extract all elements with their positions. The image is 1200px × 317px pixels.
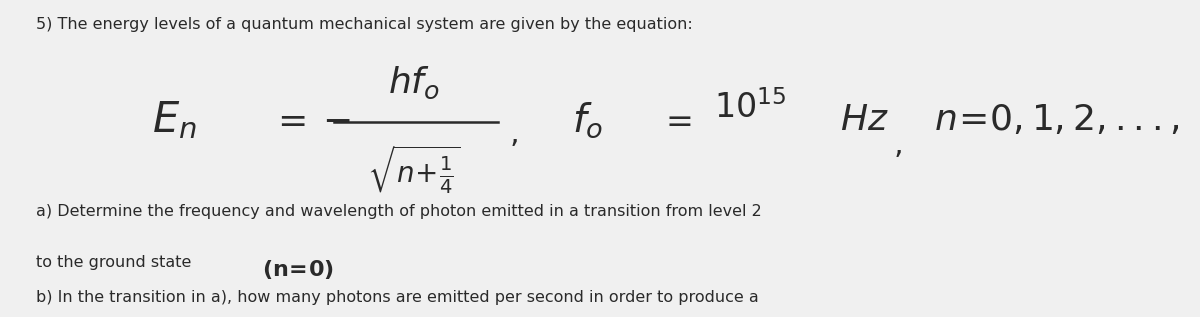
Text: $hf_o$: $hf_o$ xyxy=(388,64,440,100)
Text: $=$: $=$ xyxy=(659,104,692,137)
Text: ,: , xyxy=(510,119,520,148)
Text: ,: , xyxy=(894,130,904,159)
Text: 5) The energy levels of a quantum mechanical system are given by the equation:: 5) The energy levels of a quantum mechan… xyxy=(36,17,692,32)
Text: $\mathbf{(n\!=\!0)}$: $\mathbf{(n\!=\!0)}$ xyxy=(262,258,334,281)
Text: $Hz$: $Hz$ xyxy=(840,103,889,138)
Text: $-$: $-$ xyxy=(322,103,350,138)
Text: $f_o$: $f_o$ xyxy=(572,101,604,140)
Text: to the ground state: to the ground state xyxy=(36,255,191,270)
Text: $E_n$: $E_n$ xyxy=(151,100,197,141)
Text: b) In the transition in a), how many photons are emitted per second in order to : b) In the transition in a), how many pho… xyxy=(36,290,758,305)
Text: $=$: $=$ xyxy=(270,103,306,138)
Text: a) Determine the frequency and wavelength of photon emitted in a transition from: a) Determine the frequency and wavelengt… xyxy=(36,204,762,219)
Text: $\sqrt{n\!+\!\frac{1}{4}}$: $\sqrt{n\!+\!\frac{1}{4}}$ xyxy=(367,143,461,196)
Text: $10^{15}$: $10^{15}$ xyxy=(714,90,786,125)
Text: $n\!=\!0,1,2,...,$: $n\!=\!0,1,2,...,$ xyxy=(934,103,1180,138)
